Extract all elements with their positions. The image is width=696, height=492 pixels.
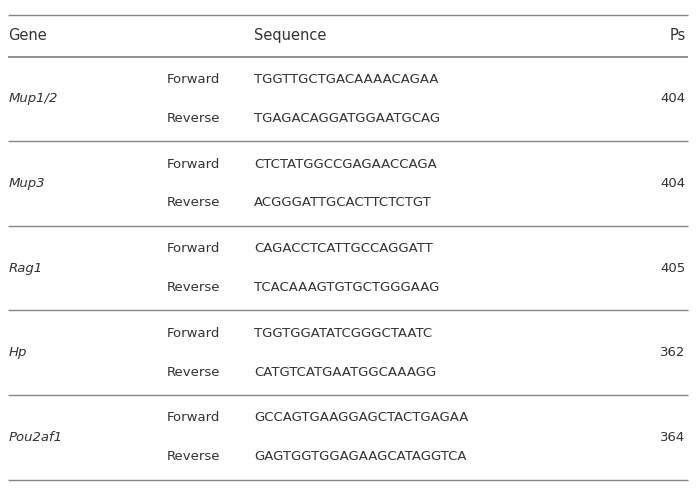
Text: Reverse: Reverse [167,281,221,294]
Text: Forward: Forward [167,73,221,86]
Text: Gene: Gene [8,28,47,43]
Text: 364: 364 [661,431,686,444]
Text: Ps: Ps [670,28,686,43]
Text: Reverse: Reverse [167,366,221,379]
Text: Pou2af1: Pou2af1 [8,431,63,444]
Text: Hp: Hp [8,346,26,359]
Text: 362: 362 [661,346,686,359]
Text: Rag1: Rag1 [8,262,42,275]
Text: GAGTGGTGGAGAAGCATAGGTCA: GAGTGGTGGAGAAGCATAGGTCA [254,450,466,463]
Text: TGGTGGATATCGGGCTAATC: TGGTGGATATCGGGCTAATC [254,327,432,340]
Text: CAGACCTCATTGCCAGGATT: CAGACCTCATTGCCAGGATT [254,242,433,255]
Text: CATGTCATGAATGGCAAAGG: CATGTCATGAATGGCAAAGG [254,366,436,379]
Text: Forward: Forward [167,411,221,425]
Text: CTCTATGGCCGAGAACCAGA: CTCTATGGCCGAGAACCAGA [254,157,437,171]
Text: TCACAAAGTGTGCTGGGAAG: TCACAAAGTGTGCTGGGAAG [254,281,439,294]
Text: Forward: Forward [167,327,221,340]
Text: TGAGACAGGATGGAATGCAG: TGAGACAGGATGGAATGCAG [254,112,440,125]
Text: Reverse: Reverse [167,450,221,463]
Text: ACGGGATTGCACTTCTCTGT: ACGGGATTGCACTTCTCTGT [254,196,432,210]
Text: Reverse: Reverse [167,112,221,125]
Text: Forward: Forward [167,157,221,171]
Text: 404: 404 [661,177,686,190]
Text: GCCAGTGAAGGAGCTACTGAGAA: GCCAGTGAAGGAGCTACTGAGAA [254,411,468,425]
Text: Sequence: Sequence [254,28,326,43]
Text: TGGTTGCTGACAAAACAGAA: TGGTTGCTGACAAAACAGAA [254,73,438,86]
Text: Reverse: Reverse [167,196,221,210]
Text: Mup1/2: Mup1/2 [8,92,58,105]
Text: Forward: Forward [167,242,221,255]
Text: 404: 404 [661,92,686,105]
Text: 405: 405 [661,262,686,275]
Text: Mup3: Mup3 [8,177,45,190]
